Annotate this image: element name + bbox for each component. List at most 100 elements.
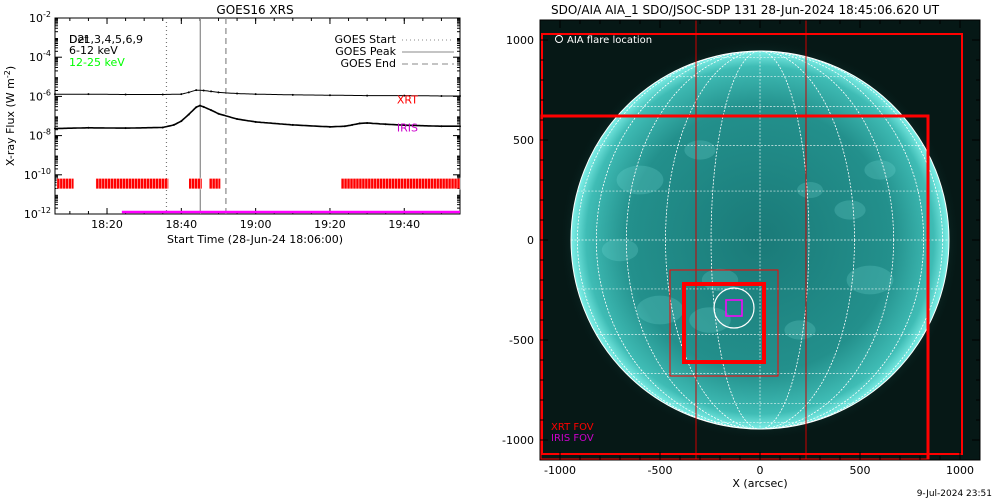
goes-data-point — [217, 91, 220, 94]
aia-chart-title: SDO/AIA AIA_1 SDO/JSOC-SDP 131 28-Jun-20… — [551, 3, 940, 17]
legend-flare-circle-icon — [555, 35, 563, 43]
goes-y-tick-label: 10-12 — [24, 206, 51, 221]
goes-y-axis-label: X-ray Flux (W m-2) — [3, 66, 17, 166]
xrt-fov-boxes — [540, 33, 963, 460]
aia-y-tick-label: 0 — [527, 234, 534, 247]
goes-data-point — [180, 120, 183, 123]
goes-xrs-chart: GOES16 XRS 18:20 18:40 19:00 19:20 19:40 10-… — [3, 3, 461, 246]
aia-x-tick-label: 1000 — [946, 464, 974, 477]
legend-goes-peak: GOES Peak — [335, 45, 396, 58]
aia-image-chart: SDO/AIA AIA_1 SDO/JSOC-SDP 131 28-Jun-20… — [502, 3, 981, 490]
xrt-fov-box — [541, 33, 963, 455]
aia-y-axis: -1000 -500 0 500 1000 — [502, 34, 980, 447]
longitude-line — [577, 51, 943, 429]
aia-x-tick-label: -1000 — [544, 464, 576, 477]
legend-xrt-fov: XRT FOV — [551, 422, 594, 433]
goes-data-point — [172, 123, 175, 126]
goes-data-point — [254, 120, 257, 123]
aia-x-tick-label: 500 — [850, 464, 871, 477]
legend-6-12kev: 6-12 keV — [69, 44, 118, 57]
legend-detector-label: Det — [69, 33, 89, 46]
goes-y-tick-exponent: -2 — [43, 10, 51, 19]
active-region-blob — [834, 200, 866, 220]
goes-data-point — [366, 121, 369, 124]
goes-data-point — [403, 124, 406, 127]
solar-limb — [570, 50, 950, 430]
goes-data-point — [236, 92, 239, 95]
goes-data-point — [202, 89, 205, 92]
longitude-line — [710, 51, 810, 429]
active-region-blob — [784, 320, 816, 340]
active-region-blob — [864, 160, 896, 180]
goes-data-point — [254, 93, 257, 96]
goes-y-tick-exponent: -6 — [43, 88, 51, 97]
goes-y-axis-label-close: ) — [4, 66, 17, 70]
goes-y-tick-label: 10-6 — [29, 88, 51, 103]
active-region-blob — [616, 165, 664, 195]
goes-chart-title: GOES16 XRS — [216, 3, 293, 17]
goes-y-tick-base: 10 — [29, 130, 43, 143]
active-regions — [601, 140, 896, 340]
iris-fov-box — [725, 299, 743, 317]
goes-y-tick-base: 10 — [24, 169, 38, 182]
xrt-coverage-bar — [95, 178, 169, 189]
legend-12-25kev: 12-25 keV — [69, 56, 125, 69]
xrt-fov-box — [540, 114, 930, 460]
goes-data-point — [161, 126, 164, 129]
goes-y-tick-base: 10 — [29, 51, 43, 64]
active-region-blob — [797, 182, 823, 198]
goes-data-point — [54, 127, 56, 130]
aia-x-axis: -1000 -500 0 500 1000 — [544, 20, 974, 477]
legend-detector-text: Det1,3,4,5,6,9 — [69, 33, 143, 46]
active-region-blob — [636, 295, 684, 325]
goes-x-tick-label: 18:20 — [91, 218, 123, 231]
goes-data-point — [291, 93, 294, 96]
xrt-fov-box — [669, 269, 779, 377]
legend-goes-start: GOES Start — [335, 33, 397, 46]
goes-y-tick-exponent: -12 — [38, 206, 51, 215]
legend-iris-fov: IRIS FOV — [551, 433, 594, 444]
goes-data-point — [291, 123, 294, 126]
goes-x-tick-label: 18:40 — [165, 218, 197, 231]
goes-data-point — [440, 94, 443, 97]
goes-data-point — [384, 123, 387, 126]
goes-legend-right: GOES Start GOES Peak GOES End — [335, 33, 454, 70]
goes-data-point — [343, 125, 346, 128]
legend-detector-list: 1,3,4,5,6,9 — [84, 33, 143, 46]
goes-series-line-1 — [55, 104, 460, 130]
goes-y-axis-label-main: X-ray Flux (W m — [4, 78, 17, 166]
goes-legend-left: D2 Det1,3,4,5,6,9 6-12 keV 12-25 keV — [69, 33, 143, 69]
active-region-blob — [689, 307, 731, 333]
legend-detector-overlap: D2 — [69, 33, 84, 46]
aia-y-tick-label: -500 — [509, 334, 534, 347]
goes-data-point — [210, 90, 213, 93]
goes-x-tick-label: 19:20 — [314, 218, 346, 231]
aia-x-tick-label: -500 — [648, 464, 673, 477]
active-region-blob — [684, 140, 716, 160]
goes-data-point — [124, 127, 127, 130]
goes-y-tick-base: 10 — [29, 90, 43, 103]
legend-goes-end: GOES End — [340, 57, 396, 70]
goes-data-point — [236, 118, 239, 121]
aia-y-tick-label: 1000 — [506, 34, 534, 47]
goes-x-axis-label: Start Time (28-Jun-24 18:06:00) — [167, 233, 343, 246]
goes-data-point — [187, 91, 190, 94]
goes-data-point — [198, 104, 201, 107]
goes-y-tick-exponent: -8 — [43, 128, 51, 137]
goes-y-tick-base: 10 — [24, 208, 38, 221]
aia-y-tick-label: 500 — [513, 134, 534, 147]
goes-data-point — [54, 93, 56, 96]
goes-data-point — [351, 123, 354, 126]
active-region-blob — [846, 265, 894, 295]
goes-data-point — [328, 125, 331, 128]
xrt-fov-box — [682, 282, 766, 364]
heliographic-grid — [571, 51, 949, 429]
goes-y-tick-label: 10-8 — [29, 128, 51, 143]
goes-y-tick-label: 10-10 — [24, 167, 51, 182]
goes-data-point — [87, 93, 90, 96]
goes-series — [54, 89, 461, 130]
timestamp-stamp: 9-Jul-2024 23:51 — [917, 489, 992, 499]
goes-annotation-xrt: XRT — [397, 93, 418, 106]
goes-data-point — [202, 105, 205, 108]
